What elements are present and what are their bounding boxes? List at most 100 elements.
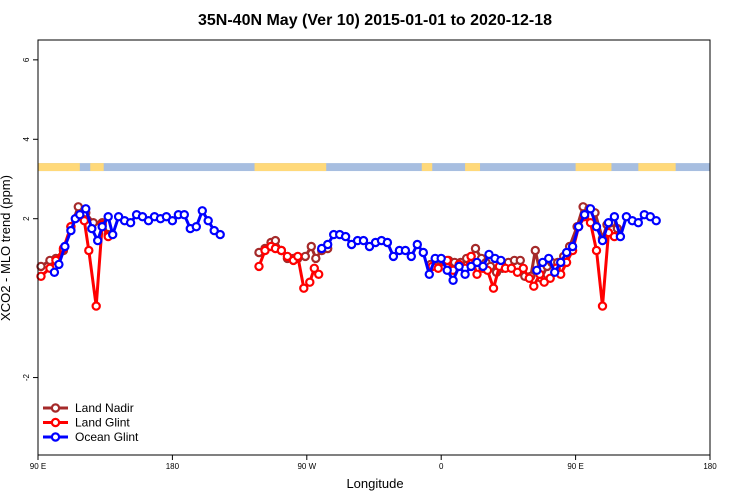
- y-tick-label: 4: [22, 137, 31, 142]
- data-point: [36, 271, 46, 281]
- data-point: [91, 301, 101, 311]
- data-point: [191, 221, 201, 232]
- data-point: [293, 251, 303, 262]
- data-point: [470, 243, 481, 254]
- data-point: [300, 251, 310, 262]
- series-land-glint: [36, 211, 620, 311]
- data-point: [215, 229, 225, 240]
- data-point: [545, 273, 555, 283]
- land-span: [465, 163, 481, 172]
- legend-label: Land Glint: [75, 416, 130, 430]
- data-point: [585, 204, 596, 214]
- ocean-band: [38, 163, 710, 172]
- data-point: [442, 265, 452, 275]
- data-point: [579, 209, 590, 220]
- data-point: [340, 231, 351, 242]
- x-tick-label: 90 E: [30, 462, 46, 471]
- land-span: [638, 163, 676, 172]
- data-point: [418, 247, 428, 258]
- legend-marker: [50, 417, 61, 428]
- legend-label: Ocean Glint: [75, 430, 139, 444]
- data-point: [615, 231, 626, 242]
- y-tick-label: 6: [22, 57, 31, 62]
- data-point: [460, 269, 470, 279]
- data-point: [597, 235, 608, 246]
- data-point: [436, 253, 446, 264]
- land-span: [421, 163, 433, 172]
- data-point: [591, 221, 602, 232]
- plot-frame: [37, 39, 711, 456]
- data-point: [488, 283, 499, 293]
- axes: 90 E 180 90 W 0 90 E 180 -2 2 4 6: [22, 57, 717, 471]
- data-point: [299, 283, 309, 293]
- data-point: [66, 225, 76, 236]
- x-tick-label: 90 W: [297, 462, 316, 471]
- data-point: [311, 253, 321, 264]
- land-span: [254, 163, 327, 172]
- data-point: [466, 251, 476, 262]
- land-span: [38, 163, 80, 172]
- data-point: [309, 263, 319, 273]
- data-point: [73, 202, 84, 212]
- data-point: [125, 217, 136, 228]
- land-ocean-strip: [38, 163, 710, 172]
- data-point: [87, 223, 97, 234]
- data-point: [36, 261, 46, 272]
- y-tick-label: 2: [22, 216, 31, 221]
- data-point: [400, 245, 411, 256]
- data-point: [591, 245, 602, 256]
- data-point: [651, 215, 661, 226]
- data-point: [97, 221, 107, 232]
- data-point: [561, 247, 572, 258]
- x-tick-label: 180: [166, 462, 180, 471]
- data-point: [424, 269, 434, 279]
- data-point: [60, 241, 70, 252]
- data-point: [472, 269, 482, 279]
- data-point: [358, 235, 369, 246]
- data-point: [448, 275, 458, 285]
- data-point: [532, 265, 542, 275]
- legend-marker: [50, 432, 61, 442]
- legend-item: Land Nadir: [43, 401, 134, 415]
- legend-label: Land Nadir: [75, 401, 134, 415]
- data-point: [167, 215, 178, 226]
- data-point: [81, 204, 91, 214]
- data-point: [197, 206, 207, 216]
- data-point: [597, 301, 608, 311]
- chart-title: 35N-40N May (Ver 10) 2015-01-01 to 2020-…: [198, 12, 552, 29]
- data-point: [107, 229, 118, 240]
- data-point: [496, 255, 506, 266]
- data-point: [314, 269, 324, 279]
- data-point: [276, 245, 287, 256]
- data-point: [478, 261, 488, 272]
- series-ocean-glint: [49, 204, 661, 285]
- data-point: [515, 255, 526, 266]
- data-point: [573, 221, 584, 232]
- data-point: [306, 241, 316, 252]
- land-span: [90, 163, 104, 172]
- data-point: [382, 237, 393, 248]
- data-point: [556, 257, 566, 268]
- data-point: [530, 245, 541, 256]
- land-span: [575, 163, 612, 172]
- data-point: [84, 245, 94, 256]
- data-point: [406, 251, 416, 262]
- data-point: [544, 253, 554, 264]
- data-point: [567, 241, 578, 252]
- data-point: [203, 215, 213, 226]
- data-point: [49, 267, 60, 277]
- data-point: [388, 251, 399, 262]
- x-axis-title: Longitude: [346, 476, 403, 491]
- legend-item: Ocean Glint: [43, 430, 139, 444]
- series-layer: [36, 202, 661, 311]
- data-point: [454, 261, 464, 272]
- data-point: [529, 281, 539, 291]
- data-point: [518, 263, 529, 273]
- x-tick-label: 90 E: [567, 462, 583, 471]
- data-point: [412, 239, 422, 250]
- data-point: [92, 235, 103, 246]
- data-point: [633, 217, 644, 228]
- data-point: [254, 261, 264, 272]
- data-point: [179, 209, 189, 220]
